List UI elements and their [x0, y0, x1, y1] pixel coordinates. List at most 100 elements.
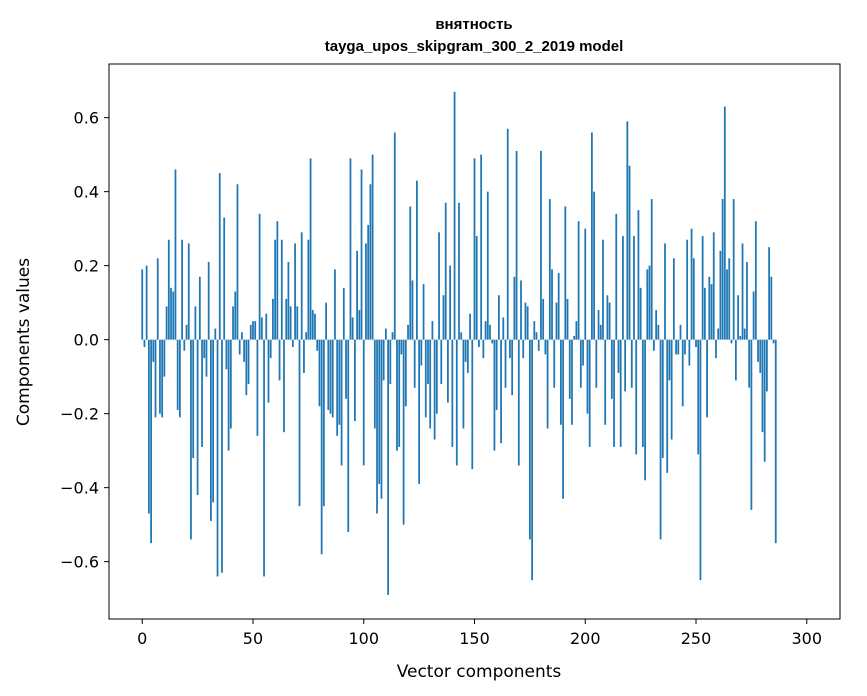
bar-17 [179, 339, 181, 418]
bar-237 [666, 339, 669, 473]
bar-54 [260, 317, 263, 340]
bar-213 [613, 339, 615, 447]
bar-134 [438, 232, 440, 340]
bar-31 [210, 339, 212, 521]
bar-44 [238, 339, 241, 355]
bar-65 [285, 298, 288, 340]
bar-36 [221, 339, 223, 573]
bar-6 [154, 339, 157, 418]
bar-160 [495, 339, 498, 410]
bar-125 [418, 339, 421, 484]
bar-232 [655, 310, 658, 340]
bar-191 [564, 206, 567, 340]
bar-91 [342, 287, 345, 340]
bar-176 [531, 339, 533, 581]
bar-88 [336, 339, 339, 436]
bar-233 [657, 324, 660, 340]
bar-109 [382, 339, 385, 381]
bar-166 [509, 339, 511, 359]
bar-211 [608, 302, 611, 340]
bar-127 [422, 284, 425, 340]
bar-165 [506, 128, 509, 340]
bar-179 [537, 339, 540, 351]
bar-10 [163, 339, 166, 377]
bar-147 [466, 339, 469, 373]
bar-252 [699, 339, 702, 581]
bar-74 [305, 332, 308, 340]
bar-167 [511, 339, 514, 396]
bar-248 [690, 228, 693, 340]
bar-201 [586, 339, 589, 414]
bar-236 [664, 243, 666, 340]
bar-186 [553, 339, 556, 388]
bar-175 [528, 339, 531, 540]
bar-286 [774, 339, 777, 544]
bar-89 [338, 339, 341, 425]
bar-173 [524, 302, 527, 340]
bar-81 [320, 339, 323, 555]
bar-216 [619, 339, 622, 447]
bar-146 [464, 339, 467, 362]
bar-229 [648, 265, 651, 340]
bar-108 [380, 339, 383, 499]
bar-195 [573, 335, 576, 340]
bar-3 [147, 339, 150, 514]
bar-200 [584, 228, 587, 340]
bar-143 [458, 202, 460, 340]
bar-234 [659, 339, 662, 540]
bar-20 [185, 324, 188, 340]
bar-269 [737, 295, 739, 340]
y-tick-label: −0.2 [60, 405, 99, 424]
bar-42 [234, 291, 237, 340]
bar-99 [360, 169, 363, 340]
bar-67 [289, 306, 292, 340]
bar-188 [557, 273, 560, 340]
bar-282 [766, 339, 768, 392]
bar-231 [653, 339, 655, 351]
bar-132 [433, 339, 436, 440]
bar-250 [695, 339, 697, 348]
bar-207 [599, 324, 602, 340]
bar-80 [318, 339, 321, 407]
bar-38 [225, 339, 228, 370]
bar-174 [526, 306, 529, 340]
bar-182 [544, 339, 547, 355]
bar-83 [325, 302, 327, 340]
y-axis-label: Components values [14, 258, 34, 426]
bar-115 [396, 339, 398, 451]
x-tick-label: 200 [570, 629, 601, 648]
bar-189 [560, 339, 562, 425]
bar-280 [761, 339, 764, 433]
bar-187 [555, 302, 558, 340]
bar-105 [373, 339, 376, 429]
bar-215 [617, 339, 620, 373]
bar-246 [686, 239, 689, 340]
bar-69 [294, 243, 296, 340]
bar-86 [331, 339, 334, 418]
bar-190 [562, 339, 564, 499]
bar-22 [190, 339, 192, 540]
bar-243 [679, 324, 682, 340]
bar-242 [677, 339, 680, 355]
bar-204 [593, 191, 595, 340]
bar-258 [712, 232, 715, 340]
bar-266 [730, 339, 733, 344]
x-tick-label: 150 [459, 629, 490, 648]
bar-29 [205, 339, 208, 377]
bar-27 [201, 339, 203, 447]
bar-47 [245, 339, 248, 396]
bar-82 [322, 339, 325, 507]
bar-75 [307, 239, 310, 340]
bar-129 [427, 339, 429, 385]
bar-35 [218, 173, 221, 340]
bar-264 [726, 269, 728, 340]
bar-7 [156, 258, 159, 340]
bar-257 [710, 284, 713, 340]
bar-181 [542, 298, 545, 340]
bar-219 [626, 121, 629, 340]
bar-278 [757, 339, 759, 362]
bar-168 [513, 276, 516, 340]
bar-111 [387, 339, 389, 595]
bar-55 [263, 339, 265, 577]
bar-241 [675, 339, 677, 355]
